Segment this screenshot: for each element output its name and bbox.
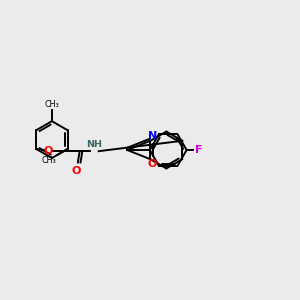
Text: O: O (71, 166, 81, 176)
Text: F: F (195, 145, 202, 155)
Text: CH₃: CH₃ (42, 156, 57, 165)
Text: N: N (148, 131, 157, 141)
Text: NH: NH (86, 140, 103, 149)
Text: O: O (148, 159, 157, 169)
Text: O: O (44, 146, 53, 156)
Text: CH₃: CH₃ (44, 100, 59, 109)
